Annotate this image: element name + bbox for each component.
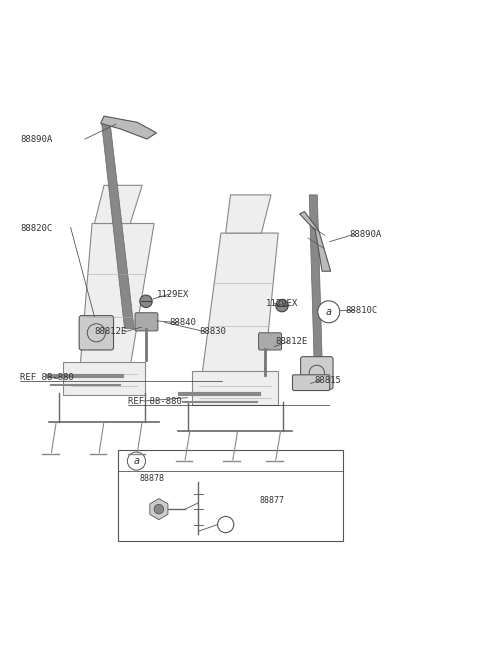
Polygon shape [101, 116, 156, 139]
Text: 88840: 88840 [170, 318, 197, 327]
Polygon shape [300, 212, 331, 271]
Polygon shape [309, 195, 322, 357]
Polygon shape [102, 124, 134, 328]
Text: 1129EX: 1129EX [156, 290, 189, 299]
Text: 88878: 88878 [140, 474, 165, 484]
Circle shape [217, 516, 234, 533]
Bar [118, 450, 343, 541]
Text: 88877: 88877 [259, 496, 284, 505]
FancyBboxPatch shape [300, 357, 333, 389]
Circle shape [154, 505, 164, 514]
Polygon shape [202, 233, 278, 376]
Polygon shape [150, 499, 168, 520]
Polygon shape [80, 223, 154, 367]
FancyBboxPatch shape [79, 315, 114, 350]
Text: 88820C: 88820C [21, 224, 53, 233]
Polygon shape [226, 195, 271, 233]
Text: 88810C: 88810C [345, 306, 377, 315]
Text: a: a [326, 307, 332, 317]
Text: REF 88-880: REF 88-880 [21, 373, 74, 382]
Text: 88812E: 88812E [276, 337, 308, 346]
Circle shape [127, 452, 145, 470]
Text: a: a [133, 456, 140, 466]
Polygon shape [192, 371, 278, 405]
Text: 88815: 88815 [314, 376, 341, 384]
Circle shape [276, 300, 288, 312]
Text: 88890A: 88890A [21, 135, 53, 145]
Text: 1129EX: 1129EX [266, 299, 299, 308]
Polygon shape [95, 185, 142, 223]
Circle shape [140, 295, 152, 307]
Circle shape [318, 301, 340, 323]
FancyBboxPatch shape [135, 313, 158, 331]
Text: 88890A: 88890A [350, 230, 382, 239]
FancyBboxPatch shape [259, 333, 281, 350]
Text: REF 88-880: REF 88-880 [128, 397, 181, 405]
FancyBboxPatch shape [292, 374, 330, 390]
Polygon shape [63, 362, 144, 396]
Text: 88812E: 88812E [95, 327, 127, 336]
Text: 88830: 88830 [199, 327, 226, 336]
